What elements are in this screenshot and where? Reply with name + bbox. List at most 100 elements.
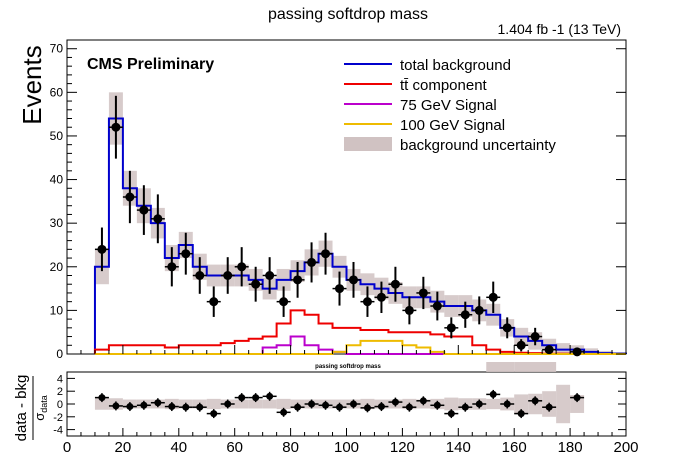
ratio-uncertainty-bin	[206, 398, 221, 410]
data-point	[474, 305, 484, 315]
ratio-point	[433, 401, 441, 409]
ratio-point	[573, 394, 581, 402]
x-tick-label: 140	[446, 439, 471, 456]
ratio-title: passing softdrop mass	[315, 364, 381, 370]
ratio-point	[182, 403, 190, 411]
data-point	[153, 214, 163, 224]
ratio-uncertainty-bin	[94, 398, 109, 410]
ratio-y-tick-label: 4	[57, 373, 63, 385]
x-tick-label: 40	[170, 439, 187, 456]
data-point	[446, 323, 456, 333]
y-tick-label: 50	[50, 129, 64, 143]
ratio-point	[154, 399, 162, 407]
ratio-point	[322, 401, 330, 409]
signal-100-histogram	[94, 339, 626, 355]
data-point	[181, 249, 191, 259]
ratio-point	[280, 408, 288, 416]
x-tick-label: 80	[282, 439, 299, 456]
data-point	[362, 297, 372, 307]
x-tick-label: 120	[390, 439, 415, 456]
ratio-y-tick-label: 2	[57, 386, 63, 398]
ratio-point	[377, 403, 385, 411]
ratio-point	[252, 394, 260, 402]
ratio-point	[419, 397, 427, 405]
data-point	[167, 262, 177, 272]
ratio-uncertainty-overflow	[514, 362, 557, 372]
y-tick-label: 30	[50, 216, 64, 230]
data-point	[544, 345, 554, 355]
data-point	[321, 249, 331, 259]
ratio-y-label-numerator: data - bkg	[13, 375, 30, 442]
ratio-uncertainty-overflow	[486, 362, 515, 372]
ratio-uncertainty-bin	[248, 399, 263, 409]
x-tick-label: 180	[558, 439, 583, 456]
ratio-uncertainty-bin	[444, 397, 459, 411]
x-tick-label: 100	[334, 439, 359, 456]
ratio-y-tick-label: 0	[57, 399, 63, 411]
data-point	[279, 297, 289, 307]
legend-swatch-uncertainty	[344, 137, 392, 151]
data-point	[111, 122, 121, 132]
y-tick-label: 70	[50, 42, 64, 56]
ratio-point	[447, 410, 455, 418]
data-point	[251, 279, 261, 289]
data-point	[139, 205, 149, 215]
y-tick-label: 40	[50, 173, 64, 187]
main-plot: 0 10 20 30 40 50 60 70	[50, 39, 627, 361]
ratio-point	[489, 390, 497, 398]
x-tick-label: 60	[226, 439, 243, 456]
data-point	[502, 323, 512, 333]
x-tick-label: 160	[502, 439, 527, 456]
ratio-point	[266, 392, 274, 400]
x-tick-label: 200	[613, 439, 638, 456]
legend-label: 75 GeV Signal	[400, 97, 497, 114]
ratio-point	[475, 400, 483, 408]
ratio-point	[405, 403, 413, 411]
ratio-point	[308, 400, 316, 408]
data-point	[307, 257, 317, 267]
ratio-point	[196, 403, 204, 411]
data-point	[335, 284, 345, 294]
data-point	[460, 310, 470, 320]
ratio-point	[294, 403, 302, 411]
data-point	[223, 271, 233, 280]
data-point	[432, 301, 442, 311]
data-point	[125, 192, 135, 202]
ratio-point	[238, 394, 246, 402]
ratio-uncertainty-bin	[234, 399, 249, 409]
data-point	[265, 271, 275, 280]
uncertainty-band-bin	[556, 343, 571, 354]
ratio-y-label-denominator: σdata	[32, 395, 49, 421]
data-point	[390, 279, 400, 289]
ratio-point	[168, 403, 176, 411]
data-point	[97, 244, 107, 254]
ratio-point	[391, 398, 399, 406]
y-tick-label: 0	[56, 347, 63, 361]
ratio-point	[210, 410, 218, 418]
ratio-uncertainty-bin	[262, 399, 277, 409]
ratio-point	[461, 403, 469, 411]
data-point	[572, 347, 582, 357]
y-tick-label: 10	[50, 303, 64, 317]
legend-label: 100 GeV Signal	[400, 117, 505, 134]
data-point	[237, 262, 247, 272]
ratio-point	[363, 404, 371, 412]
ratio-point	[503, 400, 511, 408]
ratio-point	[349, 400, 357, 408]
ratio-point	[517, 410, 525, 418]
ratio-uncertainty-bin	[276, 398, 291, 410]
y-tick-label: 20	[50, 260, 64, 274]
legend-label: tt̄ component	[400, 77, 488, 94]
legend: total background tt̄ component 75 GeV Sign…	[344, 57, 556, 154]
y-axis-label: Events	[17, 45, 47, 125]
x-tick-label: 0	[63, 439, 71, 456]
data-point	[488, 292, 498, 302]
ttbar-component-histogram	[93, 309, 626, 355]
ratio-uncertainty-bin	[486, 398, 501, 410]
ratio-point	[545, 403, 553, 411]
data-point	[418, 288, 428, 298]
experiment-label: CMS Preliminary	[87, 56, 214, 73]
ratio-point	[224, 400, 232, 408]
